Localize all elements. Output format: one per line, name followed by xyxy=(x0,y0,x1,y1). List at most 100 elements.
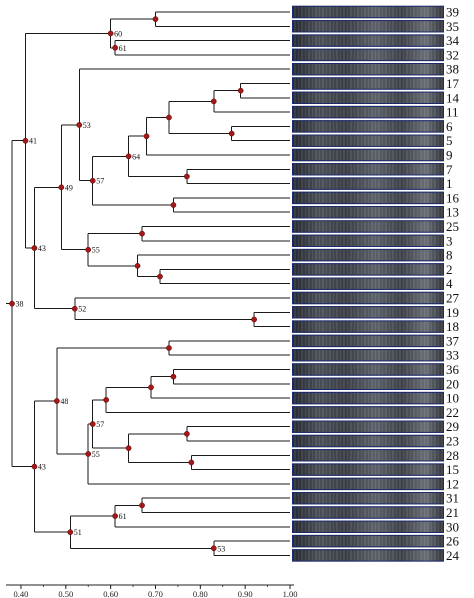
lane-bands xyxy=(292,334,444,348)
lane-bands xyxy=(292,434,444,448)
node-label-n57b: 57 xyxy=(96,420,104,429)
node-dot-n8b xyxy=(134,262,141,269)
gel-lane-33 xyxy=(292,349,444,362)
lane-border xyxy=(292,449,444,462)
gel-lane-15 xyxy=(292,463,444,476)
lane-border xyxy=(292,277,444,290)
lane-bands xyxy=(292,306,444,319)
leaf-label-8: 8 xyxy=(446,248,453,263)
lane-bands xyxy=(292,520,444,533)
gel-lane-10 xyxy=(292,391,444,405)
node-dot-nD xyxy=(125,445,132,451)
scale-tick-label: 0.70 xyxy=(148,589,163,598)
node-label-n51: 51 xyxy=(74,528,82,537)
dendrogram-tree: 61 60 64 57 55 53 49 52 43 41 57 55 48 61 53 51 43 38 xyxy=(6,11,290,556)
lane-border xyxy=(292,163,444,176)
gel-lane-24 xyxy=(292,549,444,562)
gel-lane-32 xyxy=(292,48,444,62)
lane-bands xyxy=(292,48,444,62)
lane-bands xyxy=(292,234,444,247)
lane-bands xyxy=(292,77,444,90)
lane-border xyxy=(292,391,444,405)
lane-border xyxy=(292,434,444,448)
lane-border xyxy=(292,77,444,90)
leaf-label-4: 4 xyxy=(446,276,453,291)
lane-bands xyxy=(292,377,444,390)
node-label-n34_32: 61 xyxy=(119,44,127,53)
lane-bands xyxy=(292,420,444,433)
lane-bands xyxy=(292,463,444,476)
node-dot-nA xyxy=(166,114,172,121)
lane-bands xyxy=(292,191,444,205)
leaf-labels: 3935343238171411659711613253824271918373… xyxy=(446,5,460,563)
gel-lanes xyxy=(292,5,444,562)
gel-lane-26 xyxy=(292,534,444,548)
leaf-label-15: 15 xyxy=(446,462,459,477)
lane-border xyxy=(292,206,444,219)
gel-lane-6 xyxy=(292,120,444,133)
lane-bands xyxy=(292,134,444,147)
node-dot-n37_33 xyxy=(166,345,172,351)
node-dot-n57b xyxy=(89,421,96,427)
leaf-label-18: 18 xyxy=(446,319,459,334)
scale-tick-label: 0.80 xyxy=(193,589,208,598)
leaf-label-17: 17 xyxy=(446,76,460,91)
lane-border xyxy=(292,349,444,362)
leaf-label-14: 14 xyxy=(446,90,460,105)
leaf-label-2: 2 xyxy=(446,262,453,277)
lane-bands xyxy=(292,291,444,305)
leaf-label-35: 35 xyxy=(446,19,459,34)
lane-border xyxy=(292,48,444,62)
leaf-label-33: 33 xyxy=(446,348,459,363)
node-dot-n55a xyxy=(85,246,92,253)
lane-bands xyxy=(292,391,444,405)
node-dot-n43b xyxy=(31,463,38,470)
lane-border xyxy=(292,91,444,104)
node-dot-n55b xyxy=(85,451,92,457)
gel-lane-8 xyxy=(292,248,444,262)
node-dot-n16_13 xyxy=(170,202,177,208)
lane-bands xyxy=(292,549,444,562)
lane-border xyxy=(292,134,444,147)
lane-border xyxy=(292,248,444,262)
lane-bands xyxy=(292,120,444,133)
lane-bands xyxy=(292,163,444,176)
node-dot-n31_21 xyxy=(139,502,145,509)
leaf-label-24: 24 xyxy=(446,548,460,563)
node-dot-n61b xyxy=(112,513,118,519)
node-dot-n1711 xyxy=(210,98,217,105)
leaf-label-3: 3 xyxy=(446,233,453,248)
lane-border xyxy=(292,177,444,190)
lane-border xyxy=(292,549,444,562)
leaf-label-30: 30 xyxy=(446,519,459,534)
lane-bands xyxy=(292,406,444,419)
gel-lane-7 xyxy=(292,163,444,176)
node-dot-n26_24 xyxy=(210,545,217,552)
gel-lane-13 xyxy=(292,206,444,219)
node-dot-n19_18 xyxy=(251,316,257,323)
gel-lane-16 xyxy=(292,191,444,205)
lane-bands xyxy=(292,220,444,233)
lane-border xyxy=(292,263,444,276)
node-label-n43a: 43 xyxy=(38,244,46,253)
lane-border xyxy=(292,420,444,433)
gel-lane-4 xyxy=(292,277,444,290)
node-dot-n52 xyxy=(71,305,78,312)
node-dot-n41 xyxy=(22,137,29,144)
node-dot-n39_35 xyxy=(152,16,159,22)
leaf-label-5: 5 xyxy=(446,133,453,148)
leaf-label-34: 34 xyxy=(446,33,460,48)
leaf-label-19: 19 xyxy=(446,305,459,320)
lane-bands xyxy=(292,248,444,262)
node-label-n61b: 61 xyxy=(119,512,127,521)
node-label-n52: 52 xyxy=(78,305,86,314)
lane-bands xyxy=(292,477,444,491)
lane-bands xyxy=(292,449,444,462)
gel-lane-37 xyxy=(292,334,444,348)
node-label-n64: 64 xyxy=(132,152,140,161)
scale-tick-label: 1.00 xyxy=(283,589,298,598)
leaf-label-7: 7 xyxy=(446,162,453,177)
node-dot-n2_4 xyxy=(157,273,163,280)
gel-lane-27 xyxy=(292,291,444,305)
node-label-n48: 48 xyxy=(60,397,68,406)
